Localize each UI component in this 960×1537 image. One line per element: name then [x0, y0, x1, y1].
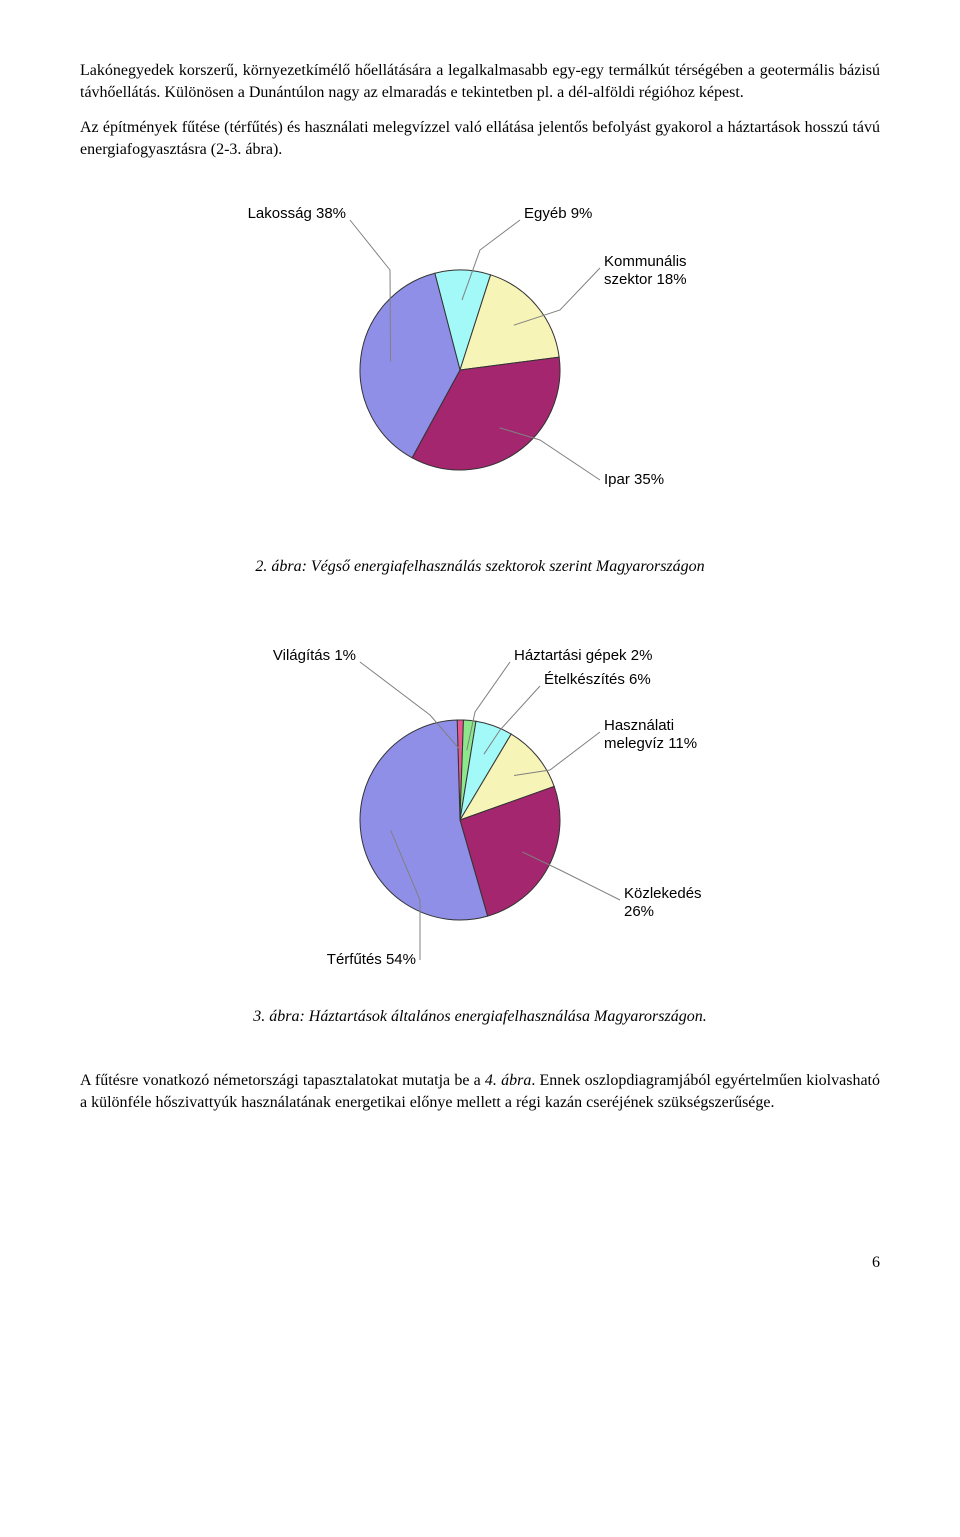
caption-2: 3. ábra: Háztartások általános energiafe… — [80, 1008, 880, 1026]
pie-label-ételkészítés: Ételkészítés 6% — [544, 671, 651, 688]
pie-label-közlekedés: Közlekedés — [624, 885, 702, 902]
page-number: 6 — [80, 1254, 880, 1272]
paragraph-3: A fűtésre vonatkozó németországi tapaszt… — [80, 1070, 880, 1113]
caption-1: 2. ábra: Végső energiafelhasználás szekt… — [80, 558, 880, 576]
chart-2-pie: Világítás 1% Háztartási gépek 2% Ételkészí… — [200, 620, 760, 990]
chart-2-container: Világítás 1% Háztartási gépek 2% Ételkészí… — [80, 620, 880, 990]
pie-label-használati-melegvíz: melegvíz 11% — [604, 735, 697, 752]
pie-label-térfűtés: Térfűtés 54% — [327, 951, 416, 968]
pie-label-közlekedés: 26% — [624, 903, 654, 920]
p3-fig-ref: 4. ábra — [485, 1072, 531, 1089]
chart-1-container: Egyéb 9% Kommunálisszektor 18% Ipar 35% Lak… — [80, 190, 880, 540]
pie-label-kommunális: Kommunális — [604, 253, 687, 270]
p3-part-a: A fűtésre vonatkozó németországi tapaszt… — [80, 1072, 485, 1089]
pie-label-kommunális: szektor 18% — [604, 271, 687, 288]
pie-label-háztartási-gépek: Háztartási gépek 2% — [514, 647, 652, 664]
pie-label-használati-melegvíz: Használati — [604, 717, 674, 734]
paragraph-2: Az építmények fűtése (térfűtés) és haszn… — [80, 117, 880, 160]
paragraph-1: Lakónegyedek korszerű, környezetkímélő h… — [80, 60, 880, 103]
pie-label-lakosság: Lakosság 38% — [248, 205, 346, 222]
pie-label-világítás: Világítás 1% — [273, 647, 356, 664]
pie-label-ipar: Ipar 35% — [604, 471, 664, 488]
pie-label-egyéb: Egyéb 9% — [524, 205, 592, 222]
chart-1-pie: Egyéb 9% Kommunálisszektor 18% Ipar 35% Lak… — [200, 190, 760, 540]
